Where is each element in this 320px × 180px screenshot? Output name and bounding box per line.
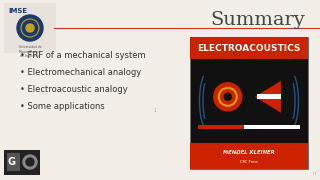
Circle shape: [23, 155, 37, 169]
Text: IMSE: IMSE: [8, 8, 27, 14]
Circle shape: [26, 158, 34, 166]
Text: ELECTROACOUSTICS: ELECTROACOUSTICS: [197, 44, 301, 53]
Bar: [190, 143, 308, 169]
Circle shape: [224, 93, 231, 100]
Text: Universidad de
Mayor Alcance
de Ingeniería: Universidad de Mayor Alcance de Ingenier…: [19, 45, 41, 58]
Bar: [190, 37, 308, 169]
Circle shape: [214, 83, 242, 111]
Circle shape: [17, 15, 43, 41]
Polygon shape: [255, 81, 281, 113]
Bar: [4, 3, 56, 53]
Text: • Some applications: • Some applications: [20, 102, 105, 111]
Text: • Electroacoustic analogy: • Electroacoustic analogy: [20, 84, 128, 93]
Bar: [257, 94, 281, 99]
Text: G: G: [8, 157, 16, 167]
Bar: [7, 153, 20, 171]
Text: CRC Press: CRC Press: [240, 160, 258, 164]
Bar: [190, 37, 308, 59]
Text: MENDEL KLEINER: MENDEL KLEINER: [223, 150, 275, 155]
Text: 1: 1: [153, 107, 156, 112]
Circle shape: [26, 24, 34, 32]
Text: • Electromechanical analogy: • Electromechanical analogy: [20, 68, 141, 76]
Bar: [4, 150, 40, 175]
Text: Summary: Summary: [210, 11, 305, 29]
Bar: [198, 125, 300, 129]
Text: • FRF of a mechanical system: • FRF of a mechanical system: [20, 51, 146, 60]
Text: n: n: [313, 171, 316, 176]
Bar: [198, 125, 244, 129]
